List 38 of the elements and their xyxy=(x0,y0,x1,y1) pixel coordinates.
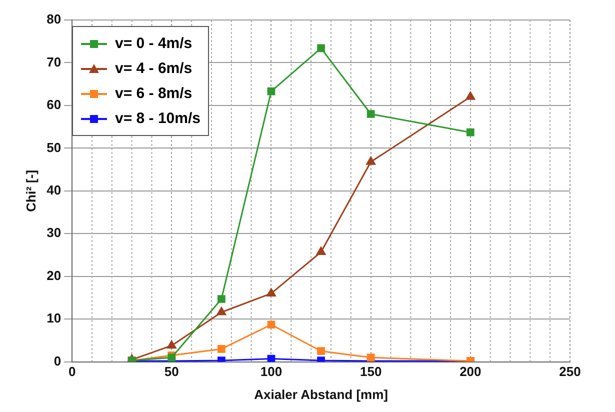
y-tick-label: 10 xyxy=(46,310,62,326)
point xyxy=(316,246,326,255)
point xyxy=(267,320,276,329)
y-tick-label: 60 xyxy=(46,97,62,112)
x-axis-title: Axialer Abstand [mm] xyxy=(254,386,388,402)
y-tick-label: 50 xyxy=(46,140,62,155)
point xyxy=(366,156,376,165)
point xyxy=(218,345,226,353)
point xyxy=(168,354,176,362)
point xyxy=(317,44,325,52)
point xyxy=(366,354,375,362)
point xyxy=(317,347,325,356)
point xyxy=(267,354,276,362)
x-tick-label: 200 xyxy=(460,364,482,380)
point xyxy=(167,340,176,349)
y-tick-label: 70 xyxy=(46,54,62,70)
y-tick-label: 40 xyxy=(46,182,62,198)
point xyxy=(218,295,226,303)
point xyxy=(266,288,276,296)
x-tick-label: 150 xyxy=(360,364,382,380)
legend-label: v= 6 - 8m/s xyxy=(115,84,192,104)
x-tick-label: 100 xyxy=(260,364,282,380)
point xyxy=(216,306,226,316)
y-axis-title: Chi² [-] xyxy=(23,170,38,212)
legend-label: v= 8 - 10m/s xyxy=(115,109,200,129)
point xyxy=(366,110,375,118)
point xyxy=(466,92,476,100)
y-tick-label: 20 xyxy=(46,268,62,283)
point xyxy=(267,87,276,96)
x-tick-label: 0 xyxy=(68,364,76,380)
y-tick-label: 30 xyxy=(46,225,62,240)
x-tick-label: 250 xyxy=(559,364,581,380)
legend-label: v= 4 - 6m/s xyxy=(115,59,192,79)
x-tick-label: 50 xyxy=(164,364,179,380)
y-tick-label: 0 xyxy=(54,353,62,368)
point xyxy=(466,128,474,136)
legend-label: v= 0 - 4m/s xyxy=(115,34,192,54)
y-tick-label: 80 xyxy=(46,12,62,27)
